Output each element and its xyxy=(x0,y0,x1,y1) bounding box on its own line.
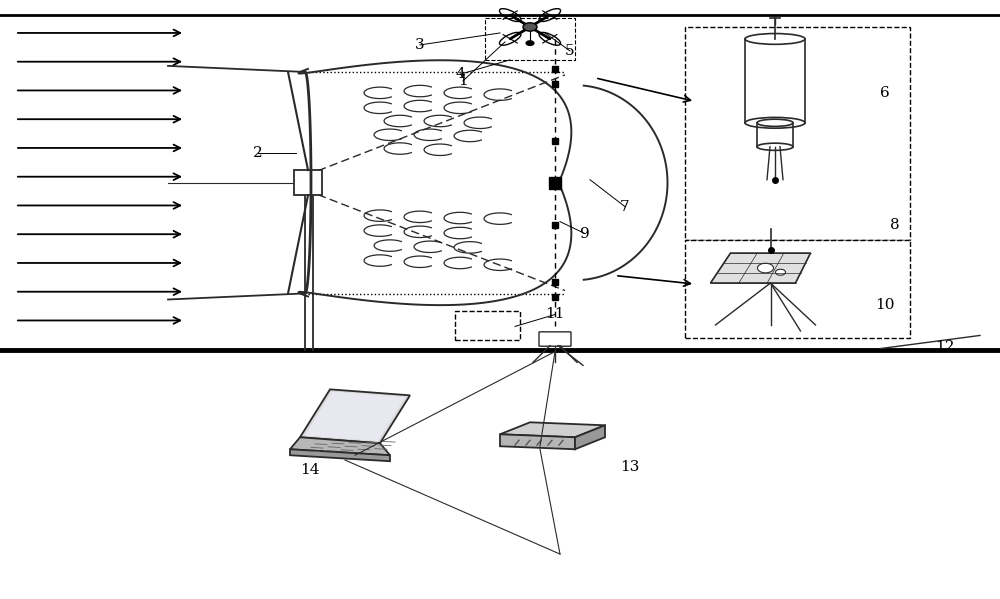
Text: 8: 8 xyxy=(890,217,900,232)
Text: 5: 5 xyxy=(565,44,575,58)
FancyBboxPatch shape xyxy=(539,332,571,346)
Text: 3: 3 xyxy=(415,38,425,52)
Circle shape xyxy=(523,23,537,31)
Text: 7: 7 xyxy=(620,199,630,214)
Circle shape xyxy=(526,41,534,46)
Text: 9: 9 xyxy=(580,226,590,241)
Text: 14: 14 xyxy=(300,463,320,477)
Text: 1: 1 xyxy=(458,74,468,88)
Polygon shape xyxy=(300,389,410,443)
Polygon shape xyxy=(575,425,605,449)
Ellipse shape xyxy=(757,119,793,126)
Text: 2: 2 xyxy=(253,146,263,160)
FancyBboxPatch shape xyxy=(685,240,910,338)
Polygon shape xyxy=(290,449,390,461)
Text: 6: 6 xyxy=(880,86,890,100)
Polygon shape xyxy=(290,437,390,455)
Polygon shape xyxy=(500,422,605,437)
FancyBboxPatch shape xyxy=(294,170,322,195)
Text: 13: 13 xyxy=(620,460,640,474)
Circle shape xyxy=(776,270,786,276)
Polygon shape xyxy=(711,253,811,283)
Text: 4: 4 xyxy=(455,67,465,81)
FancyBboxPatch shape xyxy=(685,27,910,240)
Polygon shape xyxy=(304,392,406,441)
Ellipse shape xyxy=(757,143,793,150)
Ellipse shape xyxy=(745,34,805,44)
Text: 10: 10 xyxy=(875,298,895,313)
Polygon shape xyxy=(500,434,575,449)
Text: 11: 11 xyxy=(545,307,565,322)
Circle shape xyxy=(758,264,774,273)
Text: 12: 12 xyxy=(935,340,955,355)
Ellipse shape xyxy=(745,117,805,128)
